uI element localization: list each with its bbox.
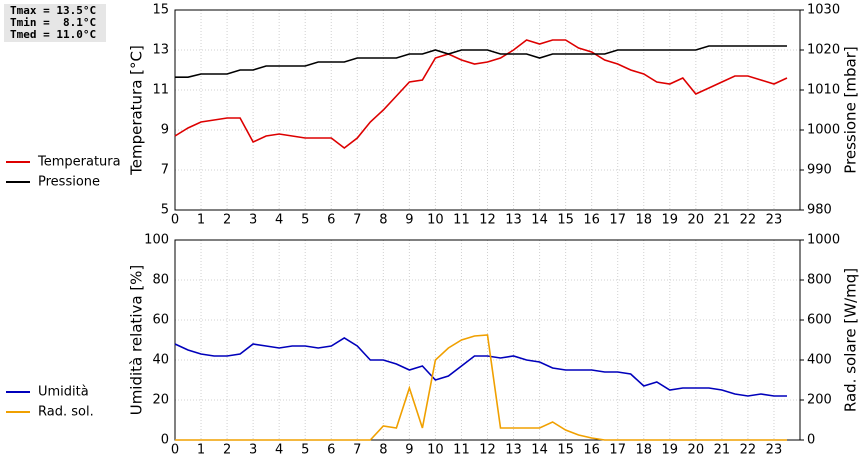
x-tick-label: 13 (505, 213, 522, 228)
x-tick-label: 20 (688, 443, 705, 458)
stats-box (4, 4, 106, 42)
x-tick-label: 11 (453, 443, 470, 458)
x-tick-label: 4 (275, 213, 283, 228)
series-line (175, 334, 787, 441)
y-axis-label: Umidità relativa [%] (128, 265, 146, 416)
y-tick-label: 7 (161, 163, 169, 178)
x-tick-label: 15 (557, 213, 574, 228)
y-tick-label: 15 (152, 3, 169, 18)
y2-tick-label: 1020 (807, 43, 840, 58)
x-tick-label: 5 (301, 213, 309, 228)
y-tick-label: 60 (152, 313, 169, 328)
x-tick-label: 22 (740, 213, 757, 228)
x-tick-label: 9 (405, 443, 413, 458)
x-tick-label: 1 (197, 213, 205, 228)
x-tick-label: 12 (479, 213, 496, 228)
y-axis-label: Temperatura [°C] (128, 45, 146, 176)
x-tick-label: 6 (327, 443, 335, 458)
y2-tick-label: 200 (807, 393, 832, 408)
y-tick-label: 5 (161, 203, 169, 218)
y2-axis-label: Pressione [mbar] (842, 46, 860, 174)
x-tick-label: 20 (688, 213, 705, 228)
legend-label: Temperatura (37, 155, 121, 170)
x-tick-label: 17 (609, 443, 626, 458)
x-tick-label: 6 (327, 213, 335, 228)
plot-frame (174, 239, 801, 441)
x-tick-label: 19 (662, 213, 679, 228)
x-tick-label: 16 (583, 213, 600, 228)
x-tick-label: 13 (505, 443, 522, 458)
x-tick-label: 9 (405, 213, 413, 228)
y2-tick-label: 0 (807, 433, 815, 448)
stat-text: Tmed = 11.0°C (10, 28, 96, 41)
x-tick-label: 8 (379, 213, 387, 228)
y2-tick-label: 1030 (807, 3, 840, 18)
y-tick-label: 13 (152, 43, 169, 58)
x-tick-label: 21 (714, 443, 731, 458)
x-tick-label: 14 (531, 443, 548, 458)
y2-tick-label: 980 (807, 203, 832, 218)
x-tick-label: 7 (353, 213, 361, 228)
x-tick-label: 3 (249, 213, 257, 228)
y-tick-label: 80 (152, 273, 169, 288)
x-tick-label: 18 (635, 213, 652, 228)
stat-text: Tmax = 13.5°C (10, 4, 96, 17)
y2-tick-label: 600 (807, 313, 832, 328)
y2-tick-label: 1010 (807, 83, 840, 98)
plot-frame (174, 9, 801, 211)
legend-label: Umidità (38, 385, 89, 400)
x-tick-label: 18 (635, 443, 652, 458)
x-tick-label: 23 (766, 213, 783, 228)
series-line (175, 45, 787, 78)
x-tick-label: 15 (557, 443, 574, 458)
legend-label: Pressione (38, 175, 100, 190)
y2-tick-label: 1000 (807, 233, 840, 248)
legend-label: Rad. sol. (38, 405, 94, 420)
x-tick-label: 0 (171, 213, 179, 228)
stat-text: Tmin = 8.1°C (10, 16, 96, 29)
series-line (174, 337, 787, 397)
y2-axis-label: Rad. solare [W/mq] (842, 268, 860, 412)
y-tick-label: 100 (144, 233, 169, 248)
x-tick-label: 19 (662, 443, 679, 458)
x-tick-label: 8 (379, 443, 387, 458)
x-tick-label: 2 (223, 443, 231, 458)
x-tick-label: 10 (427, 213, 444, 228)
y-tick-label: 40 (152, 353, 169, 368)
y-tick-label: 0 (161, 433, 169, 448)
x-tick-label: 12 (479, 443, 496, 458)
y-tick-label: 9 (161, 123, 169, 138)
y2-tick-label: 400 (807, 353, 832, 368)
x-tick-label: 11 (453, 213, 470, 228)
series-line (174, 39, 788, 150)
x-tick-label: 10 (427, 443, 444, 458)
x-tick-label: 7 (353, 443, 361, 458)
x-tick-label: 5 (301, 443, 309, 458)
y-tick-label: 11 (152, 83, 169, 98)
x-tick-label: 17 (609, 213, 626, 228)
y2-tick-label: 800 (807, 273, 832, 288)
x-tick-label: 4 (275, 443, 283, 458)
x-tick-label: 3 (249, 443, 257, 458)
x-tick-label: 1 (197, 443, 205, 458)
x-tick-label: 0 (171, 443, 179, 458)
y2-tick-label: 1000 (807, 123, 840, 138)
y2-tick-label: 990 (807, 163, 832, 178)
x-tick-label: 22 (740, 443, 757, 458)
x-tick-label: 21 (714, 213, 731, 228)
x-tick-label: 23 (766, 443, 783, 458)
y-tick-label: 20 (152, 393, 169, 408)
x-tick-label: 16 (583, 443, 600, 458)
x-tick-label: 14 (531, 213, 548, 228)
x-tick-label: 2 (223, 213, 231, 228)
